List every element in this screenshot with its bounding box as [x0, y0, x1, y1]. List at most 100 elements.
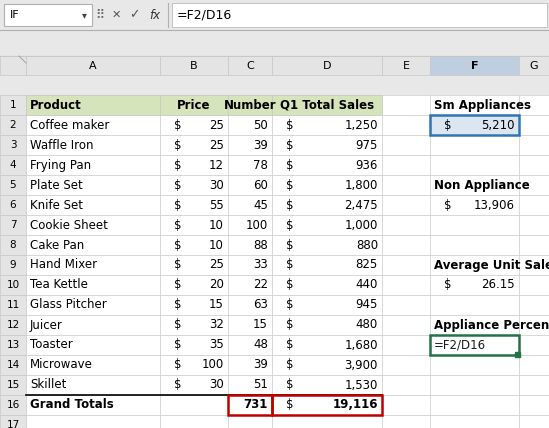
Bar — [26, 295, 160, 315]
Bar — [26, 135, 160, 155]
Bar — [430, 235, 519, 255]
Bar — [272, 375, 382, 395]
Text: 5,210: 5,210 — [481, 119, 515, 131]
Bar — [430, 255, 519, 275]
Text: $: $ — [444, 279, 451, 291]
Bar — [0, 95, 26, 115]
Bar — [228, 335, 272, 355]
Text: Tea Kettle: Tea Kettle — [30, 279, 88, 291]
Text: Juicer: Juicer — [30, 318, 63, 332]
Text: 15: 15 — [253, 318, 268, 332]
Text: $: $ — [286, 298, 294, 312]
Text: 25: 25 — [209, 119, 224, 131]
Bar — [228, 375, 272, 395]
Bar — [430, 56, 519, 75]
Text: 15: 15 — [7, 380, 20, 390]
Text: Non Appliance: Non Appliance — [434, 178, 530, 191]
Text: 1,530: 1,530 — [345, 378, 378, 392]
Bar — [272, 315, 382, 335]
Bar — [519, 395, 549, 415]
Bar — [0, 315, 26, 335]
Text: $: $ — [286, 238, 294, 252]
Text: =F2/D16: =F2/D16 — [434, 339, 486, 351]
Bar — [430, 335, 519, 355]
Bar — [519, 115, 549, 135]
Bar — [519, 375, 549, 395]
Text: 17: 17 — [7, 420, 20, 428]
Text: $: $ — [174, 298, 182, 312]
Bar — [160, 56, 228, 75]
Text: 78: 78 — [253, 158, 268, 172]
Bar — [272, 155, 382, 175]
Bar — [382, 115, 430, 135]
Bar — [26, 195, 160, 215]
Bar — [0, 195, 26, 215]
Text: $: $ — [174, 139, 182, 152]
Text: 22: 22 — [253, 279, 268, 291]
Text: 51: 51 — [253, 378, 268, 392]
Bar — [519, 275, 549, 295]
Text: $: $ — [286, 378, 294, 392]
Text: 55: 55 — [209, 199, 224, 211]
Text: F: F — [470, 60, 478, 71]
Bar — [26, 315, 160, 335]
Bar — [228, 155, 272, 175]
Text: $: $ — [174, 219, 182, 232]
Text: 11: 11 — [7, 300, 20, 310]
Text: $: $ — [286, 259, 294, 271]
Text: 6: 6 — [10, 200, 16, 210]
Text: 4: 4 — [10, 160, 16, 170]
Bar — [0, 275, 26, 295]
Text: 936: 936 — [356, 158, 378, 172]
Bar — [272, 195, 382, 215]
Bar — [160, 95, 228, 115]
Bar — [430, 335, 519, 355]
Bar — [228, 315, 272, 335]
Bar — [430, 295, 519, 315]
Text: $: $ — [174, 119, 182, 131]
Bar — [519, 295, 549, 315]
Bar — [430, 155, 519, 175]
Bar — [228, 295, 272, 315]
Bar — [160, 115, 228, 135]
Text: IF: IF — [10, 10, 20, 20]
Bar — [382, 195, 430, 215]
Bar — [272, 115, 382, 135]
Bar — [160, 255, 228, 275]
Text: 63: 63 — [253, 298, 268, 312]
Bar — [430, 195, 519, 215]
Bar — [4, 4, 92, 26]
Bar — [0, 115, 26, 135]
Text: =F2/D16: =F2/D16 — [177, 9, 232, 21]
Bar — [382, 235, 430, 255]
Bar — [26, 375, 160, 395]
Bar — [0, 155, 26, 175]
Bar — [272, 135, 382, 155]
Text: 480: 480 — [356, 318, 378, 332]
Bar — [382, 95, 430, 115]
Bar — [228, 56, 272, 75]
Bar — [519, 56, 549, 75]
Bar — [272, 215, 382, 235]
Text: $: $ — [174, 158, 182, 172]
Bar — [519, 335, 549, 355]
Bar — [272, 355, 382, 375]
Text: Appliance Percentage: Appliance Percentage — [434, 318, 549, 332]
Text: Product: Product — [30, 98, 82, 112]
Text: Q1 Total Sales: Q1 Total Sales — [280, 98, 374, 112]
Text: 25: 25 — [209, 139, 224, 152]
Text: 16: 16 — [7, 400, 20, 410]
Bar — [228, 395, 272, 415]
Text: $: $ — [444, 199, 451, 211]
Text: 2: 2 — [10, 120, 16, 130]
Bar — [160, 175, 228, 195]
Text: 13: 13 — [7, 340, 20, 350]
Bar — [430, 175, 519, 195]
Bar — [26, 335, 160, 355]
Bar — [228, 135, 272, 155]
Text: 26.15: 26.15 — [481, 279, 515, 291]
Bar — [272, 415, 382, 428]
Bar — [519, 235, 549, 255]
Bar — [160, 415, 228, 428]
Bar — [26, 235, 160, 255]
